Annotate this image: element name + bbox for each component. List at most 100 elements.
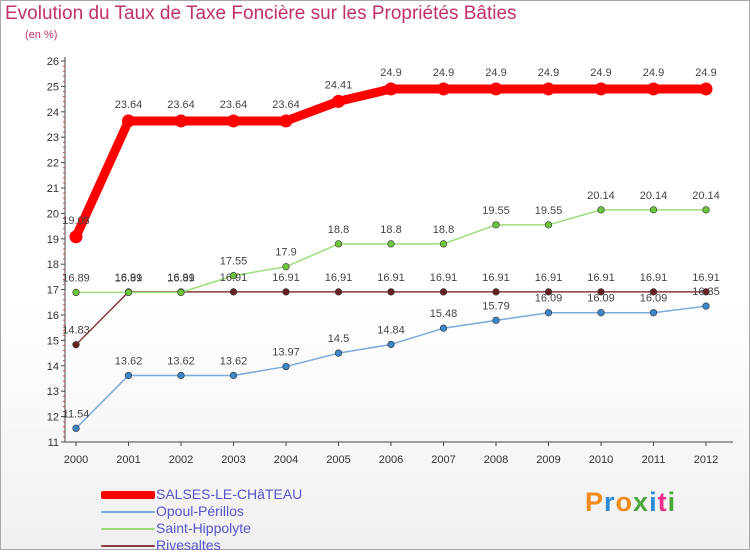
- data-point-series-3: [72, 341, 80, 349]
- x-tick-label: 2012: [694, 454, 718, 466]
- data-label-series-2: 18.8: [328, 224, 349, 236]
- data-label-series-0: 24.9: [695, 67, 716, 79]
- data-point-series-2: [177, 288, 185, 296]
- data-point-series-1: [439, 324, 448, 332]
- data-label-series-1: 13.62: [167, 355, 195, 367]
- data-labels: 11.54 13.62 13.62 13.62 13.97 14.5 14.84 15.48 1…: [62, 67, 720, 420]
- y-tick-label: 19: [47, 234, 59, 246]
- data-point-series-0: [437, 82, 450, 96]
- data-label-series-2: 16.89: [167, 272, 195, 284]
- data-point-series-3: [439, 288, 448, 296]
- data-label-series-3: 16.91: [115, 272, 143, 284]
- data-point-series-2: [492, 221, 500, 229]
- y-tick-label: 15: [47, 335, 59, 347]
- data-label-series-3: 16.91: [167, 272, 195, 284]
- logo-letter: P: [585, 487, 605, 517]
- axes: 11 12 13 14 15 16 17 18 19 20 21 22 23 24 25 26 2000 2001…: [47, 56, 733, 466]
- y-tick-label: 20: [47, 208, 59, 220]
- data-point-series-0: [384, 82, 398, 96]
- data-point-series-2: [544, 221, 553, 229]
- data-label-series-1: 16.09: [535, 293, 563, 305]
- data-label-series-3: 16.91: [587, 272, 615, 284]
- logo-letter: i: [649, 487, 658, 517]
- data-point-series-3: [387, 288, 395, 296]
- data-label-series-3: 14.83: [62, 325, 90, 337]
- y-tick-label: 22: [47, 158, 59, 170]
- y-tick-label: 21: [47, 183, 59, 195]
- data-point-series-0: [122, 114, 135, 128]
- legend-swatch-saint-hippolyte: [101, 528, 155, 530]
- logo-letter: t: [657, 487, 668, 517]
- y-tick-label: 25: [47, 81, 59, 93]
- x-tick-label: 2009: [536, 454, 560, 466]
- data-point-series-3: [492, 288, 500, 296]
- data-label-series-0: 24.9: [380, 67, 401, 79]
- data-label-series-3: 16.91: [482, 272, 510, 284]
- data-point-series-2: [649, 206, 658, 214]
- data-label-series-3: 16.91: [640, 272, 668, 284]
- data-point-series-0: [174, 114, 188, 128]
- x-tick-label: 2001: [116, 454, 140, 466]
- data-point-series-2: [387, 240, 395, 248]
- data-label-series-1: 15.48: [430, 308, 458, 320]
- y-tick-label: 26: [47, 56, 59, 68]
- data-point-series-2: [597, 206, 605, 214]
- x-tick-label: 2007: [431, 454, 455, 466]
- data-label-series-0: 24.9: [538, 67, 559, 79]
- data-label-series-0: 24.9: [643, 67, 664, 79]
- x-tick-label: 2004: [274, 454, 298, 466]
- data-point-series-1: [72, 424, 80, 432]
- data-label-series-0: 23.64: [115, 99, 143, 111]
- data-label-series-3: 16.91: [325, 272, 353, 284]
- data-label-series-2: 18.8: [380, 224, 401, 236]
- legend-swatch-rivesaltes: [101, 545, 155, 547]
- x-tick-label: 2008: [484, 454, 508, 466]
- data-label-series-1: 14.84: [377, 324, 405, 336]
- data-point-series-0: [594, 82, 608, 96]
- logo-letter: x: [633, 487, 650, 517]
- data-point-series-3: [702, 288, 710, 296]
- data-label-series-2: 18.8: [433, 224, 454, 236]
- y-tick-label: 13: [47, 386, 59, 398]
- series-line-0: [71, 84, 711, 242]
- legend-swatch-salses: [101, 491, 155, 499]
- data-label-series-3: 16.91: [220, 272, 248, 284]
- data-label-series-2: 19.55: [535, 205, 563, 217]
- data-label-series-2: 20.14: [587, 190, 615, 202]
- data-point-series-2: [702, 206, 710, 214]
- data-label-series-2: 16.89: [62, 272, 90, 284]
- data-label-series-3: 16.91: [272, 272, 300, 284]
- data-label-series-0: 23.64: [167, 99, 195, 111]
- data-point-series-1: [124, 371, 133, 380]
- y-tick-label: 17: [47, 285, 59, 297]
- data-point-series-1: [387, 340, 395, 349]
- x-tick-label: 2010: [589, 454, 613, 466]
- data-point-series-1: [544, 309, 553, 317]
- series-lines: [69, 82, 713, 432]
- data-point-series-1: [282, 362, 290, 371]
- data-point-series-2: [439, 240, 448, 248]
- data-label-series-1: 16.35: [692, 286, 720, 298]
- legend-label-opoul: Opoul-Périllos: [156, 503, 244, 519]
- x-tick-label: 2011: [642, 454, 666, 466]
- y-tick-label: 12: [47, 412, 59, 424]
- data-label-series-0: 24.41: [325, 79, 353, 91]
- y-tick-label: 11: [48, 437, 59, 449]
- data-point-series-2: [334, 240, 343, 248]
- logo-letter: r: [604, 487, 616, 517]
- data-label-series-3: 16.91: [535, 272, 563, 284]
- x-tick-label: 2005: [326, 454, 350, 466]
- legend-label-salses: SALSES-LE-CHâTEAU: [156, 486, 303, 502]
- data-point-series-0: [69, 230, 83, 244]
- data-label-series-2: 16.89: [115, 272, 143, 284]
- data-point-series-2: [124, 288, 133, 296]
- data-point-series-3: [282, 288, 290, 296]
- data-label-series-1: 13.62: [115, 355, 143, 367]
- legend-label-rivesaltes: Rivesaltes: [156, 537, 221, 553]
- data-label-series-1: 16.09: [587, 293, 615, 305]
- x-tick-label: 2003: [221, 454, 245, 466]
- data-label-series-1: 11.54: [63, 408, 90, 420]
- data-label-series-1: 14.5: [328, 333, 349, 345]
